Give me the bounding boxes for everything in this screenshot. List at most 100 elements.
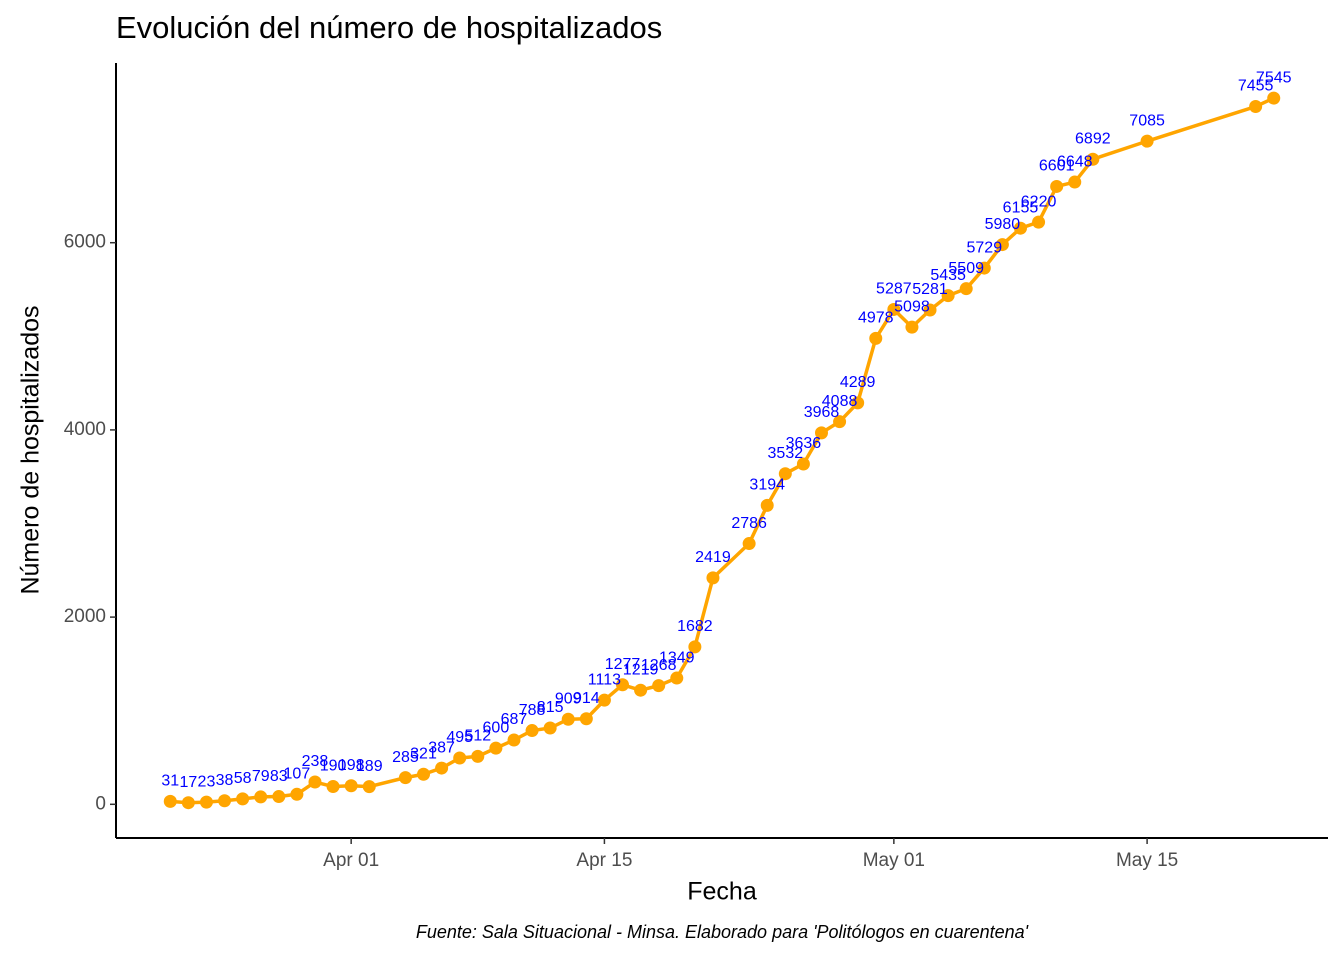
data-point [995,238,1009,252]
data-point [706,571,720,585]
data-label: 1113 [588,671,621,688]
data-label: 387 [428,739,455,756]
data-point [1013,221,1027,235]
data-point [308,775,322,789]
data-label: 190 [320,758,347,775]
data-label: 285 [392,749,419,766]
data-point [435,761,449,775]
data-point [742,537,756,551]
data-label: 5281 [912,281,948,298]
data-point [833,415,847,429]
data-label: 31 [161,773,179,790]
data-label: 5980 [985,216,1021,233]
data-label: 4978 [858,310,894,327]
data-point [181,796,195,810]
data-point [652,679,666,693]
data-label: 6601 [1039,158,1075,175]
data-label: 909 [555,690,582,707]
data-label: 6892 [1075,130,1111,147]
y-tick-label: 2000 [64,606,106,627]
data-label: 1349 [659,649,695,666]
data-point [634,683,648,697]
data-point [778,467,792,481]
data-label: 4088 [822,393,858,410]
data-label: 1277 [605,656,641,673]
data-point [1267,91,1281,105]
data-label: 107 [284,766,311,783]
data-point [218,794,232,808]
data-label: 7545 [1256,69,1292,86]
data-point [923,303,937,317]
data-label: 815 [537,699,564,716]
data-label: 1219 [623,661,659,678]
data-label: 58 [234,770,252,787]
data-label: 600 [483,719,510,736]
data-label: 1268 [641,657,677,674]
data-point [688,640,702,654]
data-label: 6155 [1003,199,1039,216]
y-tick-label: 0 [95,793,106,814]
x-tick-label: Apr 01 [323,850,379,871]
x-tick-label: May 01 [863,850,925,871]
data-point [471,749,485,763]
data-point [1086,152,1100,166]
data-line [170,96,1275,805]
data-point [254,790,268,804]
data-label: 5098 [894,298,930,315]
data-label: 4289 [840,374,876,391]
data-label: 6648 [1057,153,1093,170]
data-point [163,794,177,808]
data-point [344,779,358,793]
data-label: 5287 [876,281,912,298]
data-point [760,498,774,512]
y-tick-label: 4000 [64,419,106,440]
data-point [959,282,973,296]
data-point [489,741,503,755]
data-point [272,790,286,804]
data-label: 7085 [1129,112,1165,129]
data-point [417,767,431,781]
data-label: 5435 [930,267,966,284]
data-label: 198 [338,757,365,774]
data-label: 79 [252,768,270,785]
data-label: 3532 [768,445,804,462]
data-point [453,751,467,765]
data-point [1140,134,1154,148]
data-label: 5509 [948,260,984,277]
data-point [398,771,412,785]
data-point [199,795,213,809]
data-label: 83 [270,768,288,785]
data-label: 1682 [677,618,713,635]
data-label: 189 [356,758,383,775]
data-label: 2786 [731,515,767,532]
data-label: 17 [179,774,197,791]
data-label: 23 [198,773,216,790]
x-tick-label: May 15 [1116,850,1178,871]
chart-title: Evolución del número de hospitalizados [116,10,662,45]
data-point [525,724,539,738]
y-tick-label: 6000 [64,232,106,253]
data-label: 687 [501,711,528,728]
data-point [905,320,919,334]
data-point [941,289,955,303]
data-label: 6220 [1021,193,1057,210]
caption: Fuente: Sala Situacional - Minsa. Elabor… [416,922,1029,942]
data-point [977,261,991,275]
data-label: 7455 [1238,78,1274,95]
data-point [579,712,593,726]
data-label: 321 [410,745,437,762]
data-point [543,721,557,735]
data-point [869,331,883,345]
data-point [670,671,684,685]
data-point [616,678,630,692]
data-point [851,396,865,410]
data-point [561,712,575,726]
data-label: 238 [302,753,329,770]
data-label: 495 [446,729,473,746]
data-point [597,693,611,707]
y-axis-label: Número de hospitalizados [17,305,45,594]
data-label: 3968 [804,404,840,421]
x-tick-label: Apr 15 [576,850,632,871]
data-point [796,457,810,471]
data-point [814,426,828,440]
